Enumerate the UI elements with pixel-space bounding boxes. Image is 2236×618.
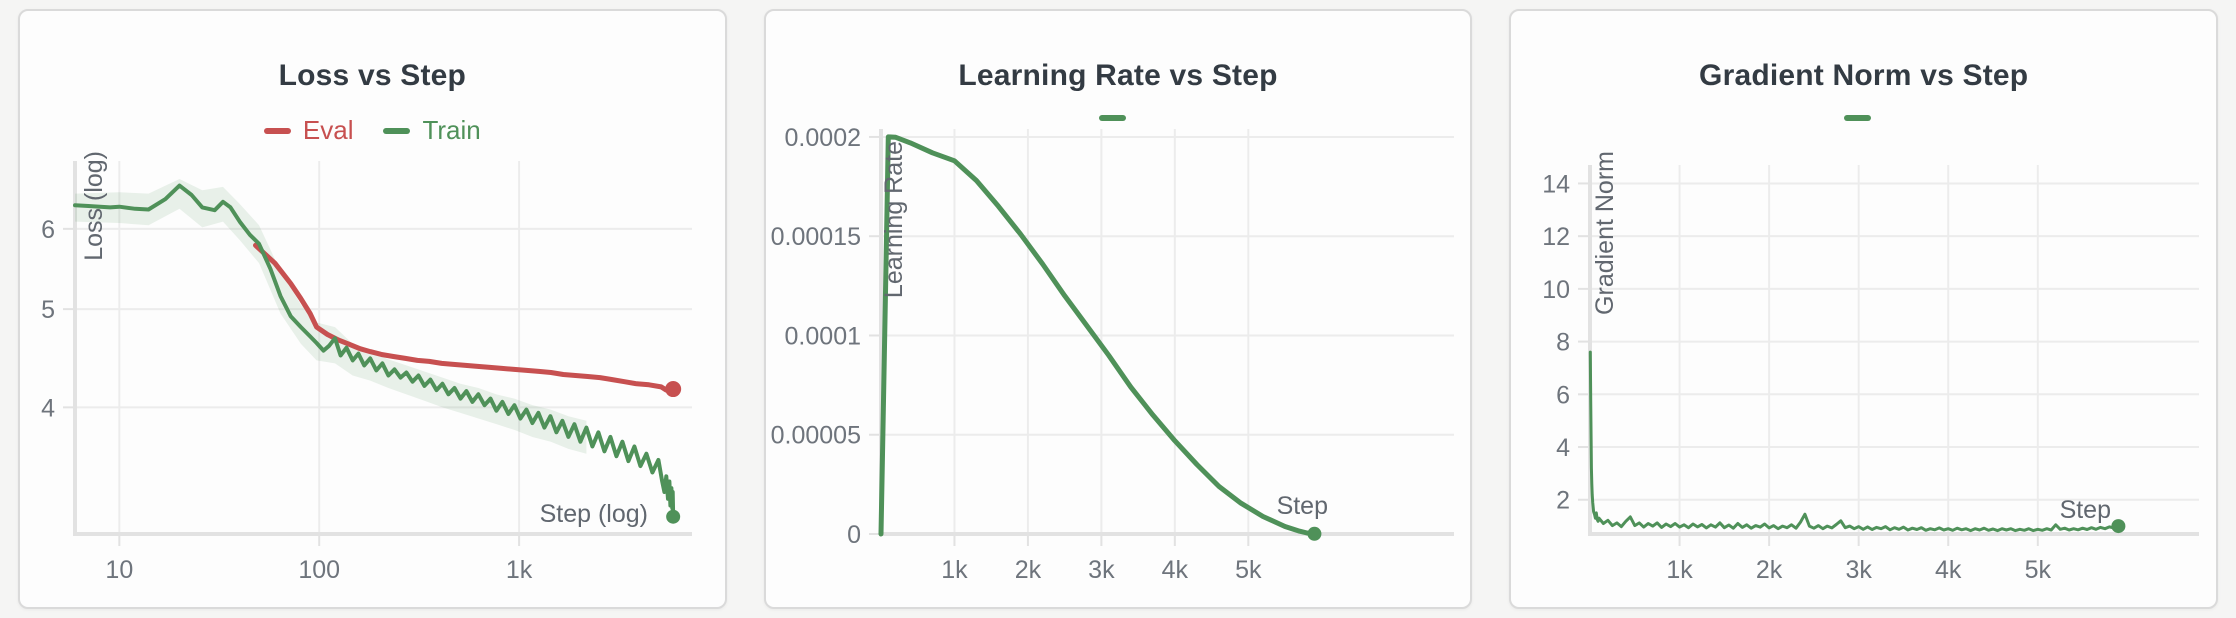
learning-rate-chart-legend [766,115,1471,121]
svg-text:3k: 3k [1846,556,1873,584]
svg-text:4k: 4k [1935,556,1962,584]
svg-text:10: 10 [105,556,133,584]
svg-text:2: 2 [1556,487,1570,515]
learning-rate-chart-title: Learning Rate vs Step [958,59,1278,92]
loss-chart-title: Loss vs Step [278,59,467,92]
svg-text:6: 6 [1556,381,1570,409]
svg-text:1k: 1k [506,556,533,584]
gradient-norm-chart-legend [1511,115,2216,121]
gradnorm-line-swatch-icon [1844,115,1872,121]
svg-text:4: 4 [1556,434,1570,462]
svg-text:Learning Rate: Learning Rate [880,141,908,298]
svg-text:14: 14 [1543,170,1571,198]
gradient-norm-vs-step-plot: 2 4 6 8 10 12 14 1k 2k 3k 4k 5k Gradient Norm Step [1543,151,2200,584]
svg-text:0.0002: 0.0002 [784,124,860,152]
svg-text:4: 4 [41,394,55,422]
svg-text:4k: 4k [1161,556,1188,584]
svg-text:0.00015: 0.00015 [770,223,860,251]
svg-text:Step (log): Step (log) [540,500,648,528]
svg-text:Step: Step [2060,496,2111,524]
svg-text:8: 8 [1556,329,1570,357]
gradient-norm-chart-card: Gradient Norm vs Step 2 4 6 8 10 12 14 1k 2k 3k 4k… [1509,9,2219,609]
svg-text:1k: 1k [941,556,968,584]
svg-text:0.0001: 0.0001 [784,322,860,350]
legend-item-lr [1098,115,1138,121]
legend-item-train: Train [383,115,481,146]
legend-item-gradnorm [1844,115,1883,121]
svg-text:100: 100 [298,556,340,584]
svg-text:5k: 5k [1235,556,1262,584]
svg-text:0: 0 [847,521,861,549]
svg-text:2k: 2k [1014,556,1041,584]
learning-rate-chart-card: Learning Rate vs Step 0 0.00005 0.0001 0.00… [763,9,1473,609]
svg-text:1k: 1k [1667,556,1694,584]
svg-text:2k: 2k [1756,556,1783,584]
svg-text:10: 10 [1543,276,1571,304]
legend-label-eval: Eval [302,115,354,145]
svg-text:5k: 5k [2025,556,2052,584]
svg-text:12: 12 [1543,223,1571,251]
legend-item-eval: Eval [263,115,354,146]
svg-text:5: 5 [41,296,55,324]
svg-text:3k: 3k [1088,556,1115,584]
train-line-swatch-icon [383,127,411,134]
svg-text:6: 6 [41,216,55,244]
loss-vs-step-plot: 4 5 6 10 100 1k Loss (log) Step (log) [41,151,692,584]
svg-text:Step: Step [1276,492,1327,520]
loss-chart-card: Loss vs Step Eval Train 4 5 6 10 100 1k Loss (… [18,9,727,609]
loss-chart-legend: Eval Train [20,115,725,146]
eval-line-swatch-icon [263,127,291,134]
gradient-norm-chart-title: Gradient Norm vs Step [1699,59,2029,92]
svg-text:Gradient Norm: Gradient Norm [1591,151,1619,315]
svg-text:Loss (log): Loss (log) [80,151,108,261]
svg-text:0.00005: 0.00005 [770,422,860,450]
learning-rate-vs-step-plot: 0 0.00005 0.0001 0.00015 0.0002 1k 2k 3k 4k 5k Lea… [770,124,1454,584]
lr-line-swatch-icon [1098,115,1126,121]
legend-label-train: Train [422,115,481,145]
